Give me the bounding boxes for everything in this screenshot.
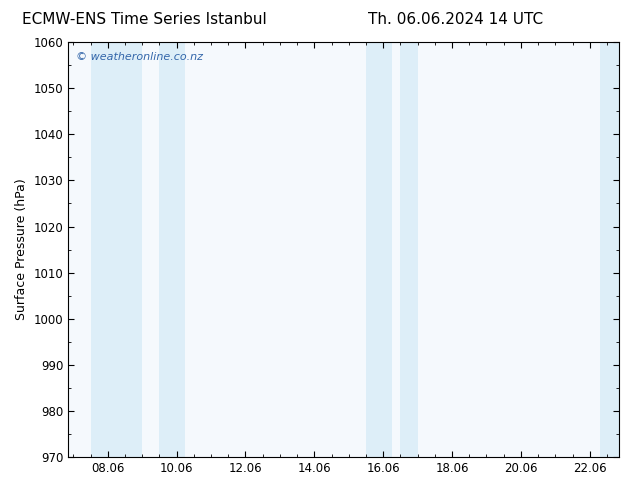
Text: Th. 06.06.2024 14 UTC: Th. 06.06.2024 14 UTC xyxy=(368,12,543,27)
Text: ECMW-ENS Time Series Istanbul: ECMW-ENS Time Series Istanbul xyxy=(22,12,266,27)
Bar xyxy=(401,42,418,457)
Bar xyxy=(91,42,142,457)
Bar xyxy=(159,42,185,457)
Bar xyxy=(600,42,619,457)
Text: © weatheronline.co.nz: © weatheronline.co.nz xyxy=(77,52,204,62)
Bar xyxy=(366,42,392,457)
Y-axis label: Surface Pressure (hPa): Surface Pressure (hPa) xyxy=(15,179,28,320)
